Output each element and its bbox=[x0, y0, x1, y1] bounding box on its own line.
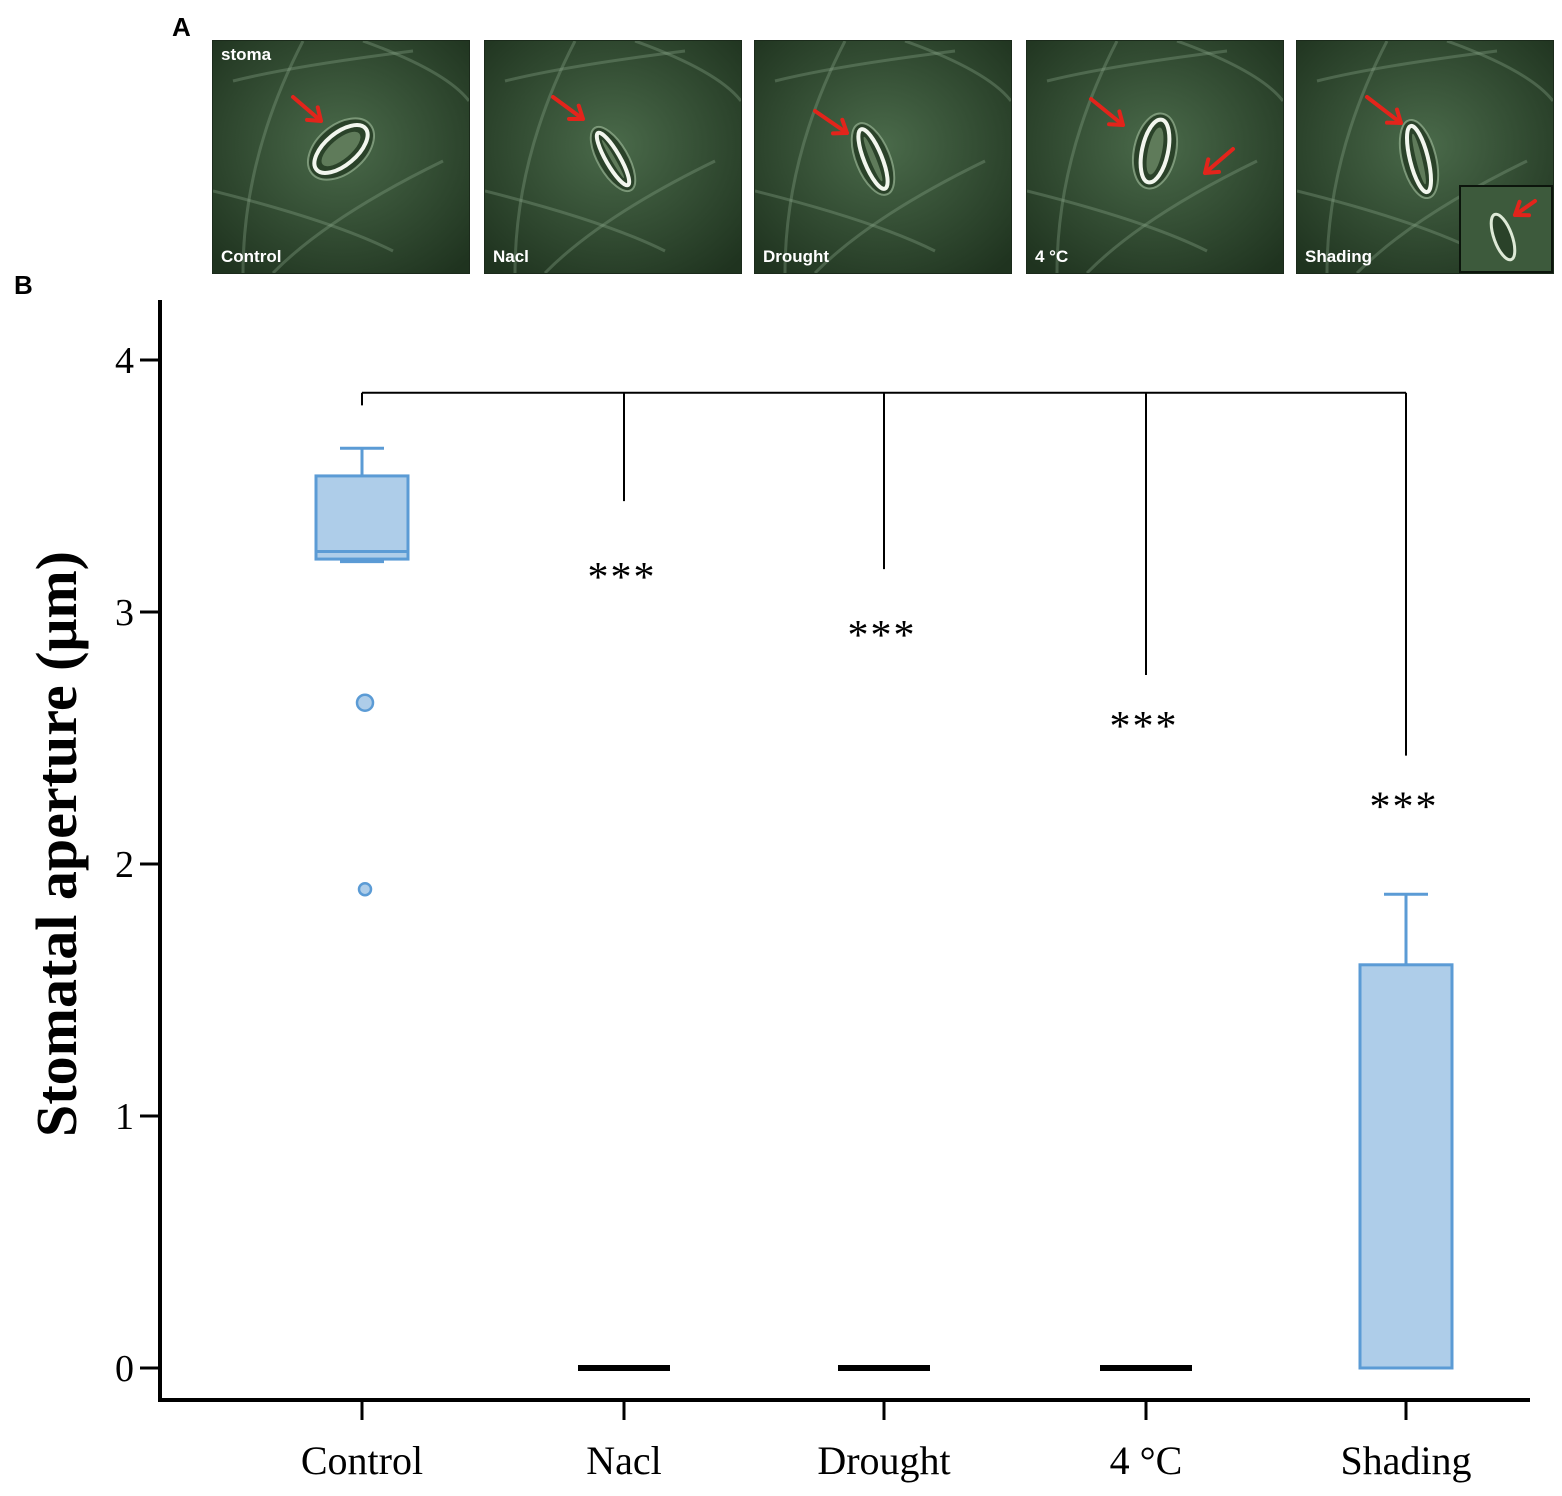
micrograph-image bbox=[213, 41, 469, 273]
panel-b-letter: B bbox=[14, 270, 33, 300]
micrograph-shading: Shading bbox=[1296, 40, 1554, 274]
box-iqr bbox=[1358, 963, 1454, 1370]
y-tick-label: 1 bbox=[115, 1096, 134, 1138]
y-tick-label: 4 bbox=[115, 340, 134, 382]
outlier-point bbox=[357, 881, 373, 897]
box-iqr bbox=[314, 474, 410, 561]
y-axis-label: Stomatal aperture (μm) bbox=[24, 551, 89, 1137]
micrograph-4c: 4 °C bbox=[1026, 40, 1284, 274]
x-tick-label: Drought bbox=[817, 1438, 950, 1483]
x-tick-label: Nacl bbox=[586, 1438, 662, 1483]
significance-label: *** bbox=[588, 555, 657, 601]
micrograph-label: Control bbox=[221, 247, 282, 266]
micrograph-image bbox=[1027, 41, 1283, 273]
inset-stoma-image bbox=[1489, 199, 1537, 262]
micrograph-label: Shading bbox=[1305, 247, 1373, 266]
box-plot: 0 1 2 3 4 Stomatal aperture (μm) Control Nacl Dr… bbox=[24, 300, 1530, 1483]
micrograph-control: stoma Control bbox=[212, 40, 470, 274]
x-tick-label: Control bbox=[301, 1438, 423, 1483]
micrograph-label: Drought bbox=[763, 247, 830, 266]
x-tick-label: Shading bbox=[1340, 1438, 1471, 1483]
significance-label: *** bbox=[1370, 784, 1439, 830]
micrograph-inset bbox=[1459, 185, 1553, 273]
y-tick-label: 3 bbox=[115, 592, 134, 634]
micrograph-image bbox=[485, 41, 741, 273]
panel-a-letter: A bbox=[172, 12, 191, 42]
stoma-label: stoma bbox=[221, 45, 272, 64]
y-tick-label: 0 bbox=[115, 1348, 134, 1390]
y-tick-label: 2 bbox=[115, 844, 134, 886]
micrograph-label: Nacl bbox=[493, 247, 529, 266]
x-tick-label: 4 °C bbox=[1110, 1438, 1183, 1483]
micrograph-drought: Drought bbox=[754, 40, 1012, 274]
micrograph-image bbox=[755, 41, 1011, 273]
outlier-point bbox=[355, 693, 375, 712]
micrograph-nacl: Nacl bbox=[484, 40, 742, 274]
micrograph-label: 4 °C bbox=[1035, 247, 1069, 266]
significance-label: *** bbox=[1110, 704, 1179, 750]
significance-label: *** bbox=[848, 613, 917, 659]
